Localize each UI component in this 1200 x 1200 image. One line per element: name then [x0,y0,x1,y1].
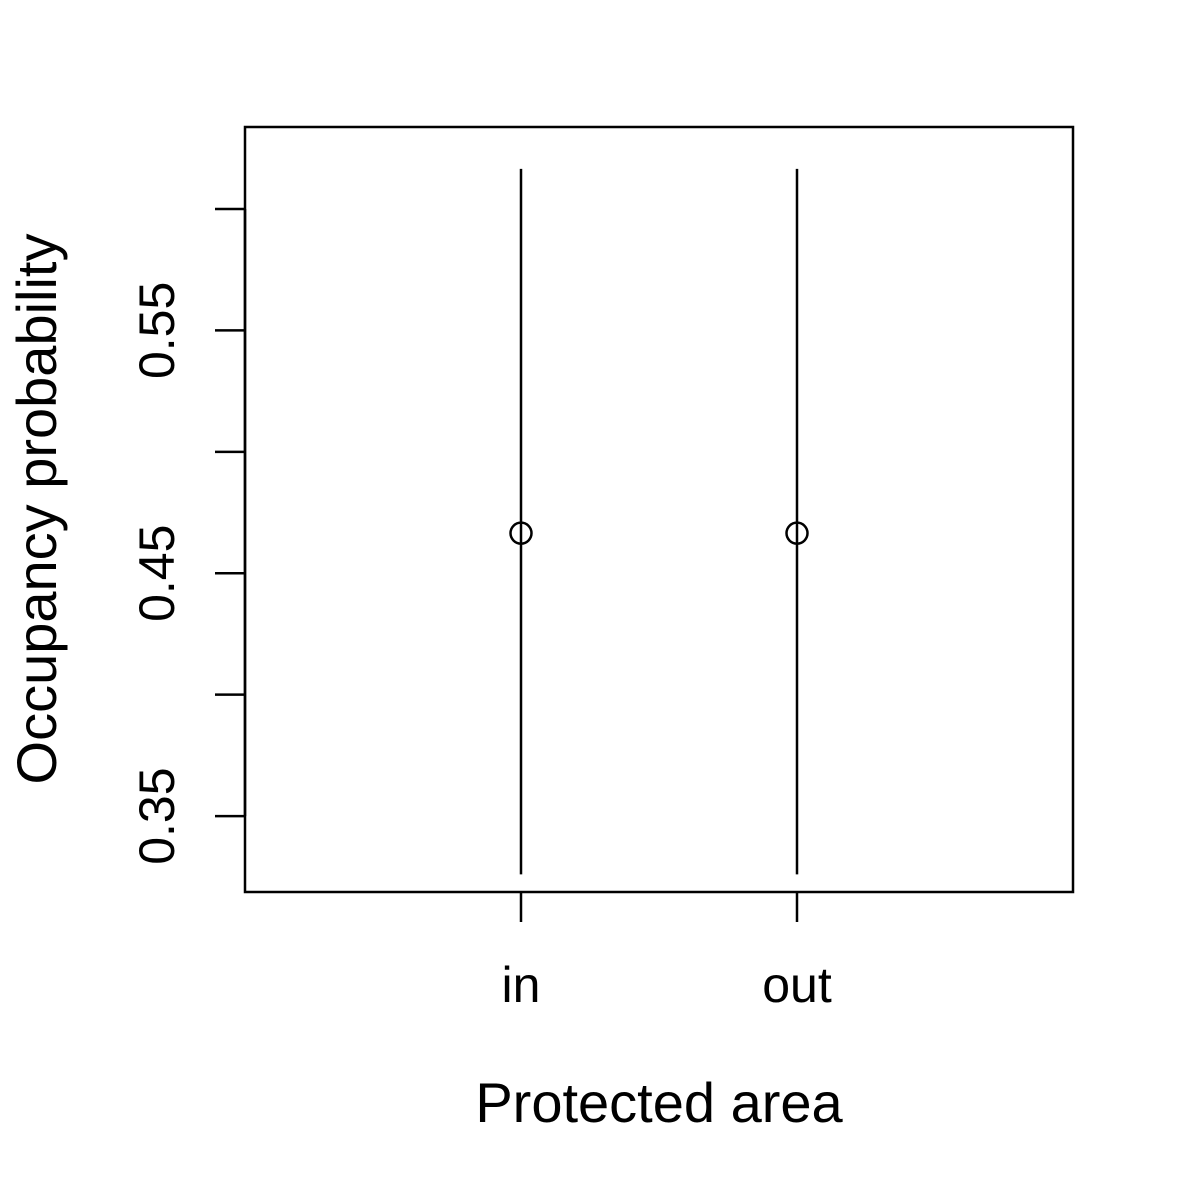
estimate-point-out [785,521,809,545]
x-axis: in out [502,892,832,1013]
x-tick-label: out [762,957,832,1013]
plot-frame [243,125,1075,894]
y-axis: 0.35 0.45 0.55 [129,207,247,865]
y-tick-label: 0.55 [129,282,185,379]
y-tick-label: 0.35 [129,767,185,864]
data-marks [509,168,809,875]
x-axis-title: Protected area [475,1071,843,1134]
x-tick-label: in [502,957,541,1013]
y-tick-label: 0.45 [129,525,185,622]
y-axis-title: Occupancy probability [5,234,68,785]
estimate-point-in [509,521,533,545]
